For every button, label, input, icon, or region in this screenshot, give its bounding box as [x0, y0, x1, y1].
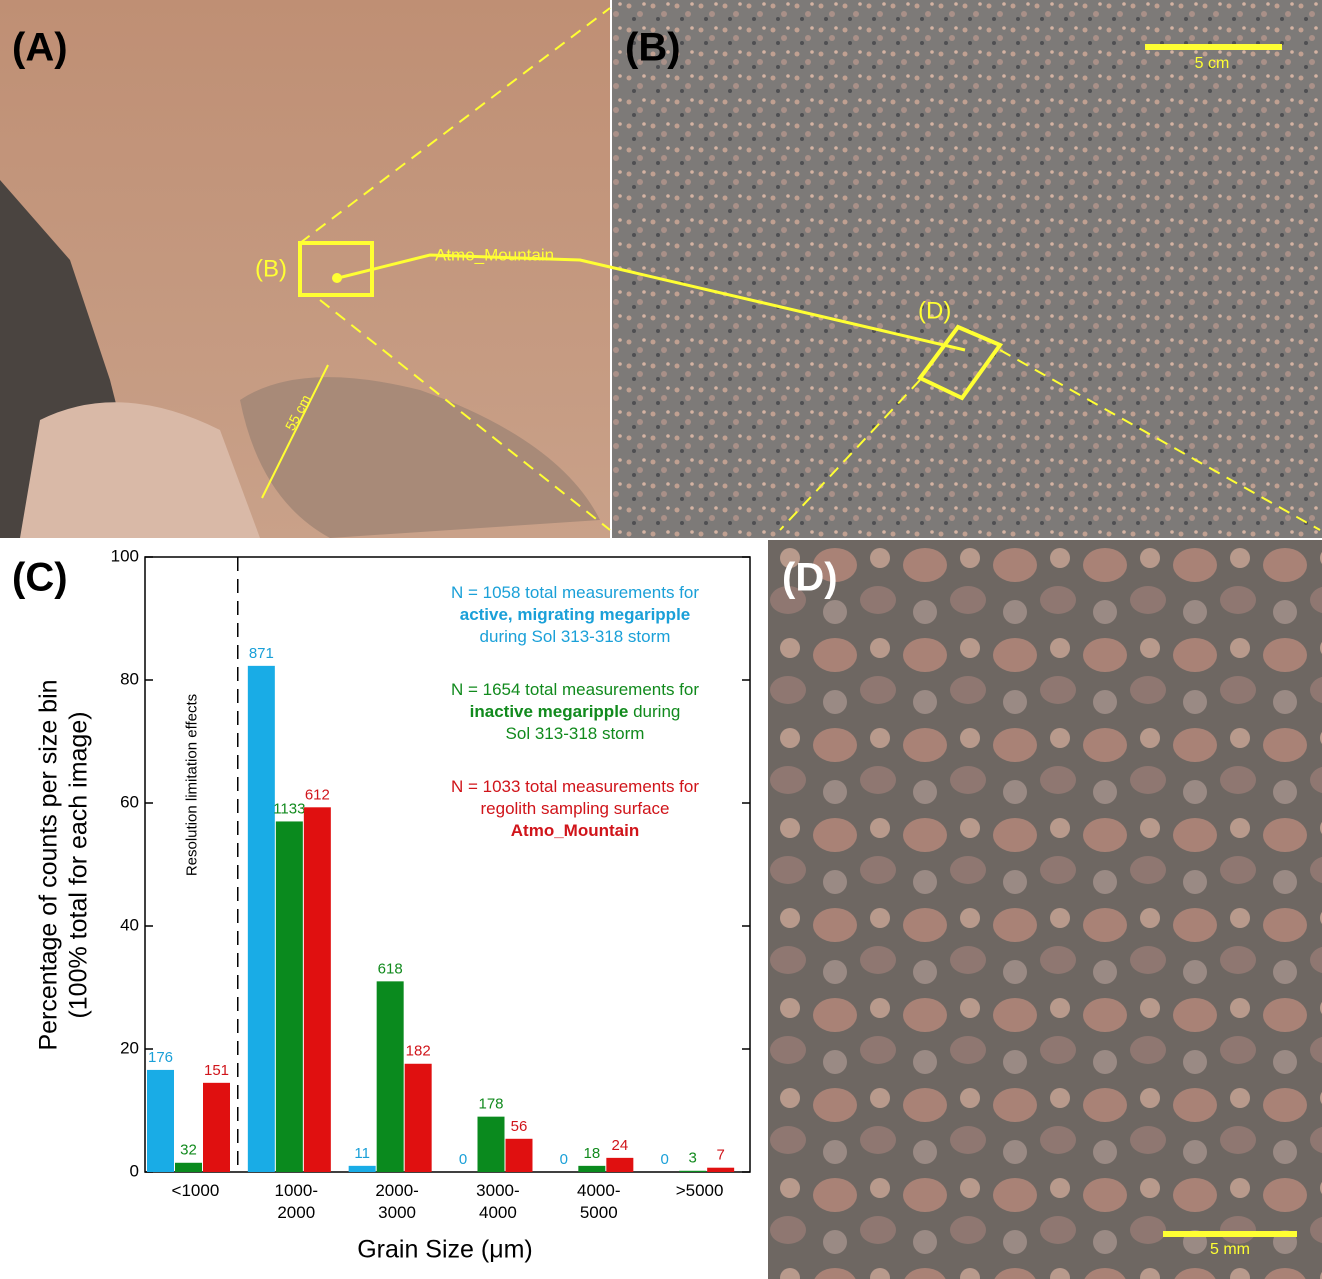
scale-label: 5 mm [1210, 1241, 1250, 1258]
note-line: inactive megaripple during [395, 701, 755, 723]
note-line: Sol 313-318 storm [395, 723, 755, 745]
bar [175, 1163, 202, 1172]
y-tick-label: 0 [130, 1161, 139, 1180]
note-text: active, migrating megaripple [460, 605, 691, 624]
x-axis-label: Grain Size (μm) [357, 1236, 533, 1264]
box-label: (B) [255, 255, 287, 282]
x-tick-label: <1000 [145, 1180, 245, 1202]
x-tick-label: 2000- 3000 [347, 1180, 447, 1224]
bar [506, 1139, 533, 1172]
note-text: N = 1654 total measurements for [451, 680, 699, 699]
bar [606, 1158, 633, 1172]
bar [377, 981, 404, 1172]
note-text: during [628, 702, 680, 721]
plot-frame [145, 557, 750, 1172]
x-tick-label: 4000- 5000 [549, 1180, 649, 1224]
data-label: 18 [583, 1145, 600, 1162]
legend-note: N = 1654 total measurements for inactive … [395, 679, 755, 745]
data-label: 176 [148, 1049, 173, 1066]
note-line: Atmo_Mountain [395, 820, 755, 842]
note-text: N = 1033 total measurements for [451, 777, 699, 796]
data-label: 0 [459, 1151, 467, 1168]
legend-note: N = 1058 total measurements for active, m… [395, 582, 755, 648]
data-label: 151 [204, 1062, 229, 1079]
x-tick-label: 1000- 2000 [246, 1180, 346, 1224]
bar [405, 1064, 432, 1172]
bar [707, 1168, 734, 1172]
bar [349, 1166, 376, 1172]
bar [478, 1117, 505, 1172]
data-label: 3 [688, 1150, 696, 1167]
note-text: regolith sampling surface [481, 799, 670, 818]
note-line: active, migrating megaripple [395, 604, 755, 626]
y-tick-label: 60 [120, 792, 139, 811]
scale-label: 5 cm [1195, 55, 1230, 72]
y-tick-label: 40 [120, 915, 139, 934]
panel-label: (C) [12, 556, 68, 600]
bar [578, 1166, 605, 1172]
data-label: 618 [378, 960, 403, 977]
site-dot [332, 273, 342, 283]
data-label: 612 [305, 786, 330, 803]
threshold-note: Resolution limitation effects [184, 694, 201, 876]
bar [248, 666, 275, 1172]
data-label: 24 [611, 1137, 628, 1154]
box-label: (D) [918, 297, 951, 324]
data-label: 871 [249, 645, 274, 662]
panel-label: (B) [625, 26, 681, 70]
bar [276, 821, 303, 1172]
data-label: 182 [406, 1043, 431, 1060]
bar [679, 1171, 706, 1172]
panel-label: (D) [782, 556, 838, 600]
photo-b [612, 0, 1322, 538]
y-tick-label: 20 [120, 1038, 139, 1057]
data-label: 0 [660, 1151, 668, 1168]
data-label: 11 [354, 1145, 370, 1162]
y-tick-label: 80 [120, 669, 139, 688]
note-line: during Sol 313-318 storm [395, 626, 755, 648]
note-text: Atmo_Mountain [511, 821, 639, 840]
y-tick-label: 100 [111, 546, 139, 565]
x-tick-label: 3000- 4000 [448, 1180, 548, 1224]
note-line: N = 1058 total measurements for [395, 582, 755, 604]
note-text: Sol 313-318 storm [506, 724, 645, 743]
bar [304, 807, 331, 1172]
legend-note: N = 1033 total measurements for regolith … [395, 776, 755, 842]
photo-d [768, 540, 1322, 1279]
y-axis-label: (100% total for each image) [65, 711, 93, 1018]
note-text: inactive megaripple [470, 702, 629, 721]
site-label: Atmo_Mountain [435, 245, 554, 264]
bar [203, 1083, 230, 1172]
data-label: 0 [560, 1151, 568, 1168]
data-label: 32 [180, 1142, 197, 1159]
data-label: 7 [716, 1147, 724, 1164]
note-line: N = 1654 total measurements for [395, 679, 755, 701]
panel-label: (A) [12, 26, 68, 70]
figure: (A) (B) Atmo_Mountain 55 cm (B) (D) 5 cm… [0, 0, 1322, 1279]
data-label: 1133 [273, 800, 305, 817]
note-text: during Sol 313-318 storm [480, 627, 671, 646]
note-line: regolith sampling surface [395, 798, 755, 820]
note-text: N = 1058 total measurements for [451, 583, 699, 602]
y-axis-label: Percentage of counts per size bin [35, 679, 63, 1050]
bar [147, 1070, 174, 1172]
data-label: 178 [478, 1096, 503, 1113]
x-tick-label: >5000 [650, 1180, 750, 1202]
data-label: 56 [511, 1118, 528, 1135]
note-line: N = 1033 total measurements for [395, 776, 755, 798]
